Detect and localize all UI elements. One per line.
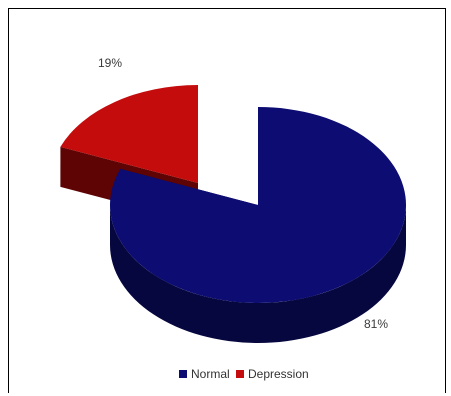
legend-swatch-depression: [236, 370, 244, 378]
legend-label-depression: Depression: [248, 367, 309, 381]
slice-top-depression: [60, 85, 198, 183]
chart-frame: [8, 8, 446, 393]
slice-top-normal: [110, 107, 407, 304]
legend: Normal Depression: [179, 367, 309, 381]
slice-side-normal: [110, 205, 406, 343]
data-labels-group: 19% 81%: [98, 56, 388, 331]
slices-group: [60, 85, 407, 343]
legend-swatch-normal: [179, 370, 187, 378]
data-label-normal: 81%: [364, 317, 388, 331]
legend-label-normal: Normal: [191, 367, 230, 381]
data-label-depression: 19%: [98, 56, 122, 70]
